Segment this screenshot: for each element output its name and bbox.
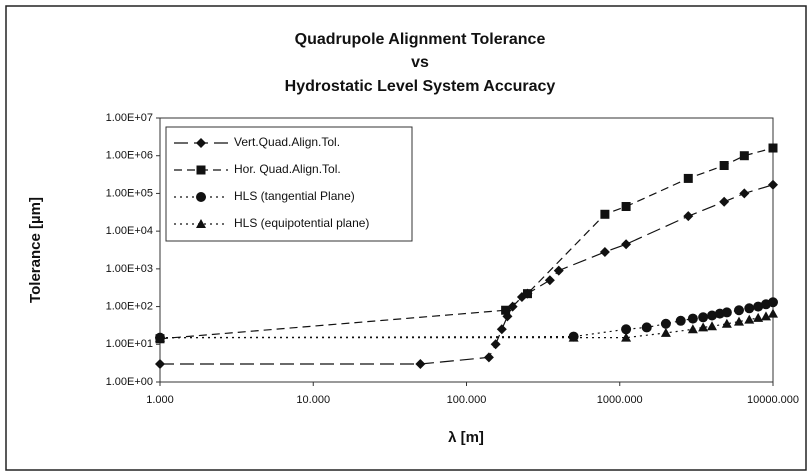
marker [196,219,206,228]
y-tick-label: 1.00E+07 [106,112,153,124]
x-tick-label: 10.000 [296,394,330,406]
legend-label: HLS (equipotential plane) [234,216,369,230]
marker [687,313,698,324]
marker [415,359,426,370]
marker [760,311,771,321]
marker [490,339,501,350]
y-tick-label: 1.00E+00 [106,376,153,388]
marker [599,246,610,257]
marker [675,315,686,326]
marker [734,305,745,316]
marker [621,324,632,335]
marker [196,192,206,202]
marker [483,352,494,363]
y-tick-label: 1.00E+03 [106,263,153,275]
x-tick-label: 1000.000 [597,394,643,406]
marker [721,307,732,318]
y-tick-label: 1.00E+01 [106,338,153,350]
marker [621,332,632,342]
marker [698,322,709,332]
marker [553,265,564,276]
marker [721,318,732,328]
marker [744,314,755,324]
legend-label: Vert.Quad.Align.Tol. [234,135,340,149]
marker [501,305,511,315]
marker [719,196,730,207]
chart-title: Hydrostatic Level System Accuracy [285,78,556,95]
marker [496,324,507,335]
marker [707,310,718,321]
marker [600,209,610,219]
marker [196,165,206,175]
legend-box [165,126,413,242]
marker [660,327,671,337]
marker [660,318,671,329]
y-tick-label: 1.00E+05 [106,187,153,199]
marker [641,322,652,333]
marker [734,316,745,326]
marker [744,303,755,314]
marker [753,301,764,312]
marker [544,275,555,286]
marker [768,308,778,318]
marker [739,188,750,199]
marker [507,301,518,312]
chart-title: vs [411,54,429,71]
marker [739,151,749,161]
y-tick-label: 1.00E+06 [106,150,153,162]
marker [522,289,532,299]
marker [707,321,718,331]
marker [687,324,698,334]
y-tick-label: 1.00E+04 [106,225,153,237]
y-axis-label: Tolerance [µm] [27,197,44,303]
marker [683,173,693,183]
marker [768,179,778,190]
marker [621,202,631,212]
x-tick-label: 10000.000 [747,394,799,406]
x-tick-label: 100.000 [447,394,487,406]
marker [698,312,709,323]
legend-label: HLS (tangential Plane) [234,189,355,203]
marker [683,211,694,222]
marker [753,312,764,322]
marker [568,332,579,342]
marker [621,239,632,250]
chart-title: Quadrupole Alignment Tolerance [295,31,546,48]
legend-label: Hor. Quad.Align.Tol. [234,162,341,176]
x-axis-label: λ [m] [448,429,484,446]
marker [719,161,729,171]
marker [196,138,206,148]
x-tick-label: 1.000 [146,394,174,406]
marker [768,297,778,308]
marker [768,143,778,153]
marker [155,332,165,342]
marker [155,359,165,370]
y-tick-label: 1.00E+02 [106,300,153,312]
